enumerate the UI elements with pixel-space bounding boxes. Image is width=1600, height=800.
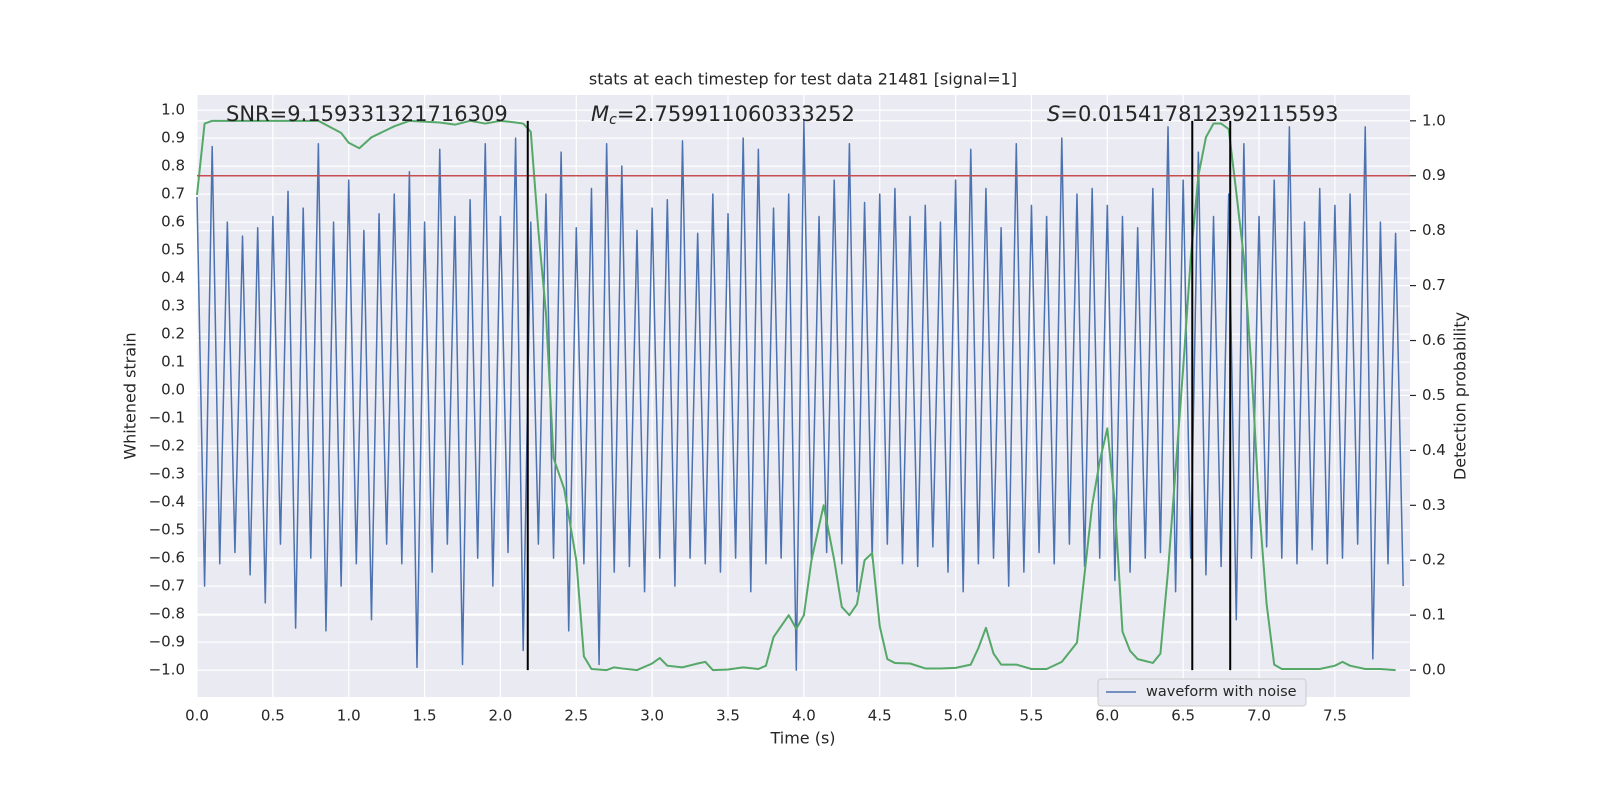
x-tick-label: 3.5 — [716, 707, 740, 725]
y2-tick-label: 0.2 — [1422, 551, 1446, 569]
annotation-symbol: M — [591, 102, 609, 126]
x-tick-label: 6.5 — [1171, 707, 1195, 725]
annotation: S=0.015417812392115593 — [1047, 102, 1338, 126]
labels: 0.0 0.5 1.0 1.5 2.0 2.5 3.0 3.5 4.0 4.5 5.0 5.5 6.0 6… — [149, 101, 1446, 725]
x-tick-label: 7.5 — [1323, 707, 1347, 725]
y-tick-label: 0.3 — [161, 297, 185, 315]
legend-label: waveform with noise — [1146, 684, 1297, 700]
y-axis-label: Whitened strain — [121, 332, 140, 459]
y-tick-label: 0.5 — [161, 241, 185, 259]
y2-tick-label: 0.9 — [1422, 166, 1446, 184]
y-tick-label: 0.1 — [161, 353, 185, 371]
x-tick-label: 1.0 — [337, 707, 361, 725]
x-tick-label: 0.0 — [185, 707, 209, 725]
y2-tick-label: 0.6 — [1422, 331, 1446, 349]
annotation-text: =2.759911060333252 — [617, 102, 855, 126]
x-tick-label: 5.5 — [1020, 707, 1044, 725]
annotation-subscript: c — [609, 112, 617, 128]
y2-tick-label: 0.5 — [1422, 386, 1446, 404]
annotation-symbol: S — [1047, 102, 1060, 126]
y-tick-label: −0.8 — [149, 605, 185, 623]
y-tick-label: 0.7 — [161, 185, 185, 203]
chart-title: stats at each timestep for test data 214… — [589, 70, 1017, 89]
series-line — [196, 119, 1396, 672]
y2-tick-label: 0.3 — [1422, 496, 1446, 514]
x-tick-label: 2.5 — [564, 707, 588, 725]
y-tick-label: −0.5 — [149, 521, 185, 539]
x-tick-label: 3.0 — [640, 707, 664, 725]
y-tick-label: −0.7 — [149, 577, 185, 595]
x-tick-label: 7.0 — [1247, 707, 1271, 725]
y-tick-label: −1.0 — [149, 661, 185, 679]
x-tick-label: 4.0 — [792, 707, 816, 725]
x-axis-label: Time (s) — [769, 729, 835, 748]
y-tick-label: 0.0 — [161, 381, 185, 399]
x-tick-label: 6.0 — [1095, 707, 1119, 725]
marks — [196, 119, 1410, 672]
annotation: Mc=2.759911060333252 — [591, 102, 855, 128]
series-line — [196, 120, 1404, 671]
y-tick-label: 0.6 — [161, 213, 185, 231]
y-tick-label: −0.3 — [149, 465, 185, 483]
x-tick-label: 4.5 — [868, 707, 892, 725]
x-tick-label: 5.0 — [944, 707, 968, 725]
annotation: SNR=9.159331321716309 — [226, 102, 508, 126]
y-tick-label: −0.4 — [149, 493, 185, 511]
y-tick-label: 0.2 — [161, 325, 185, 343]
annotation-text: =0.015417812392115593 — [1060, 102, 1338, 126]
x-tick-label: 1.5 — [413, 707, 437, 725]
x-tick-label: 2.0 — [489, 707, 513, 725]
y2-tick-label: 1.0 — [1422, 111, 1446, 129]
legend-box — [1097, 678, 1307, 707]
y-tick-label: 0.8 — [161, 157, 185, 175]
y-tick-label: 0.4 — [161, 269, 185, 287]
y2-tick-label: 0.0 — [1422, 661, 1446, 679]
y2-tick-label: 0.7 — [1422, 276, 1446, 294]
legend: waveform with noise — [1097, 678, 1307, 707]
y-tick-label: −0.6 — [149, 549, 185, 567]
y2-tick-label: 0.1 — [1422, 606, 1446, 624]
y-tick-label: 1.0 — [161, 101, 185, 119]
y-tick-label: −0.1 — [149, 409, 185, 427]
y-tick-label: −0.2 — [149, 437, 185, 455]
x-tick-label: 0.5 — [261, 707, 285, 725]
y2-tick-label: 0.8 — [1422, 221, 1446, 239]
y-tick-label: 0.9 — [161, 129, 185, 147]
y2-tick-label: 0.4 — [1422, 441, 1446, 459]
y2-axis-label: Detection probability — [1451, 312, 1470, 480]
y-tick-label: −0.9 — [149, 633, 185, 651]
